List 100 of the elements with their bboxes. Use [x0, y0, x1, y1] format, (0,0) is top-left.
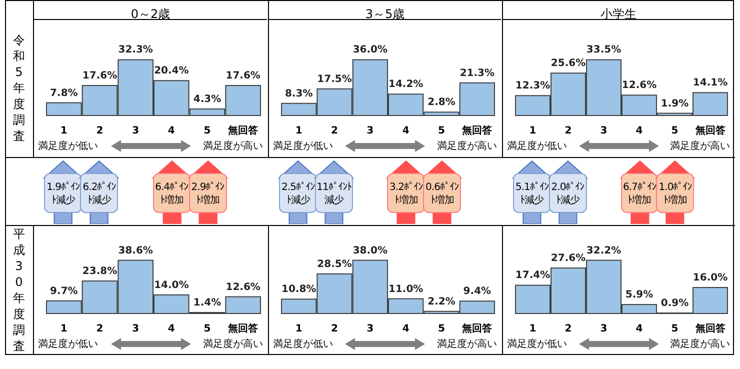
x-tick-label: 2 [96, 126, 104, 136]
x-tick-label: 無回答 [694, 124, 726, 136]
data-label: 21.3% [460, 68, 495, 79]
x-tick-label: 5 [204, 126, 211, 136]
x-tick-label: 3 [366, 126, 374, 136]
data-label: 38.6% [118, 245, 153, 256]
text: 満足度が高い [203, 338, 263, 351]
data-label: 28.5% [317, 258, 352, 270]
data-label: 14.2% [388, 79, 424, 90]
data-label: 12.3% [515, 80, 550, 92]
data-label: 2.8% [428, 97, 456, 108]
text: 満足度が低い [273, 140, 333, 153]
x-tick-label: 5 [438, 126, 446, 136]
x-tick-label: 2 [564, 126, 572, 136]
x-tick-label: 3 [132, 126, 140, 136]
data-label: 8.3% [284, 88, 313, 100]
data-label: 32.3% [118, 44, 153, 56]
text: 満足度が高い [670, 338, 730, 351]
data-label: 0.9% [660, 298, 689, 309]
text: 満足度が低い [507, 338, 567, 351]
text: 満足度が低い [507, 140, 567, 153]
y-axis-title: 令和5年度調査 [13, 32, 25, 144]
x-tick-label: 4 [402, 126, 410, 136]
data-label: 32.2% [586, 245, 622, 256]
data-label: 20.4% [154, 66, 189, 77]
x-tick-label: 5 [204, 324, 211, 334]
x-tick-label: 4 [402, 324, 410, 334]
text: 満足度が高い [437, 140, 497, 153]
text: 満足度が高い [670, 140, 730, 153]
x-tick-label: 無回答 [461, 124, 494, 136]
data-label: 27.6% [550, 253, 586, 264]
text: 満足度が高い [203, 140, 263, 153]
y-axis-title: 平成30年度調査 [13, 226, 25, 354]
x-tick-label: 無回答 [461, 322, 494, 334]
text: 2.9ﾎﾟｲﾝﾄ増加 [188, 173, 227, 213]
chart-title: 0～2歳 [130, 7, 170, 21]
x-tick-label: 無回答 [227, 124, 260, 136]
x-tick-label: 無回答 [227, 322, 260, 334]
data-label: 23.8% [82, 266, 118, 278]
text: 3.2ﾎﾟｲﾝﾄ増加 [387, 173, 425, 213]
x-tick-label: 3 [132, 324, 140, 334]
text: 6.7ﾎﾟｲﾝﾄ増加 [620, 173, 658, 213]
x-tick-label: 1 [60, 126, 68, 136]
data-label: 4.3% [193, 94, 222, 105]
data-label: 38.0% [352, 245, 388, 256]
x-tick-label: 1 [529, 324, 536, 334]
data-label: 2.2% [428, 296, 456, 308]
x-tick-label: 5 [671, 126, 678, 136]
text: 11ﾎﾟｲﾝﾄ減少 [315, 173, 353, 213]
data-label: 17.5% [317, 74, 352, 85]
data-label: 25.6% [550, 58, 586, 70]
x-tick-label: 5 [438, 324, 446, 334]
text: 2.5ﾎﾟｲﾝﾄ減少 [279, 173, 317, 213]
text: 6.2ﾎﾟｲﾝﾄ減少 [80, 173, 118, 213]
x-tick-label: 3 [600, 126, 608, 136]
data-label: 9.7% [50, 286, 78, 297]
chart-title: 3～5歳 [365, 7, 405, 21]
x-tick-label: 2 [331, 324, 338, 334]
data-label: 5.9% [625, 290, 654, 301]
text: 満足度が低い [38, 140, 98, 153]
x-tick-label: 1 [529, 126, 536, 136]
x-tick-label: 1 [295, 126, 302, 136]
x-tick-label: 無回答 [694, 322, 726, 334]
x-tick-label: 4 [168, 126, 175, 136]
text: 1.0ﾎﾟｲﾝﾄ増加 [656, 173, 694, 213]
x-tick-label: 1 [60, 324, 68, 334]
text: 満足度が高い [437, 338, 497, 351]
x-tick-label: 2 [96, 324, 104, 334]
data-label: 12.6% [226, 282, 260, 293]
x-tick-label: 4 [636, 126, 643, 136]
data-label: 33.5% [586, 44, 622, 56]
text: 2.0ﾎﾟｲﾝﾄ減少 [548, 173, 587, 213]
text: 5.1ﾎﾟｲﾝﾄ減少 [513, 173, 551, 213]
text: 1.9ﾎﾟｲﾝﾄ減少 [44, 173, 82, 213]
data-label: 17.4% [515, 270, 550, 282]
x-tick-label: 3 [600, 324, 608, 334]
x-tick-label: 1 [295, 324, 302, 334]
text: 6.4ﾎﾟｲﾝﾄ増加 [152, 173, 191, 213]
chart-title: 小学生 [600, 7, 636, 21]
x-tick-label: 3 [366, 324, 374, 334]
data-label: 1.4% [193, 298, 222, 309]
text: 0.6ﾎﾟｲﾝﾄ増加 [423, 173, 461, 213]
data-label: 12.6% [622, 80, 657, 92]
text: 満足度が低い [273, 338, 333, 351]
data-label: 9.4% [463, 286, 492, 298]
x-tick-label: 4 [636, 324, 643, 334]
data-label: 1.9% [660, 98, 689, 110]
data-label: 17.6% [226, 70, 260, 82]
data-label: 17.6% [82, 70, 118, 82]
text: 満足度が低い [38, 338, 98, 351]
x-tick-label: 2 [331, 126, 338, 136]
data-label: 10.8% [281, 284, 316, 296]
x-tick-label: 2 [564, 324, 572, 334]
data-label: 14.1% [692, 78, 728, 89]
x-tick-label: 4 [168, 324, 175, 334]
data-label: 36.0% [352, 44, 388, 56]
data-label: 14.0% [154, 280, 189, 291]
x-tick-label: 5 [671, 324, 678, 334]
data-label: 11.0% [388, 284, 424, 295]
data-label: 16.0% [692, 272, 728, 284]
